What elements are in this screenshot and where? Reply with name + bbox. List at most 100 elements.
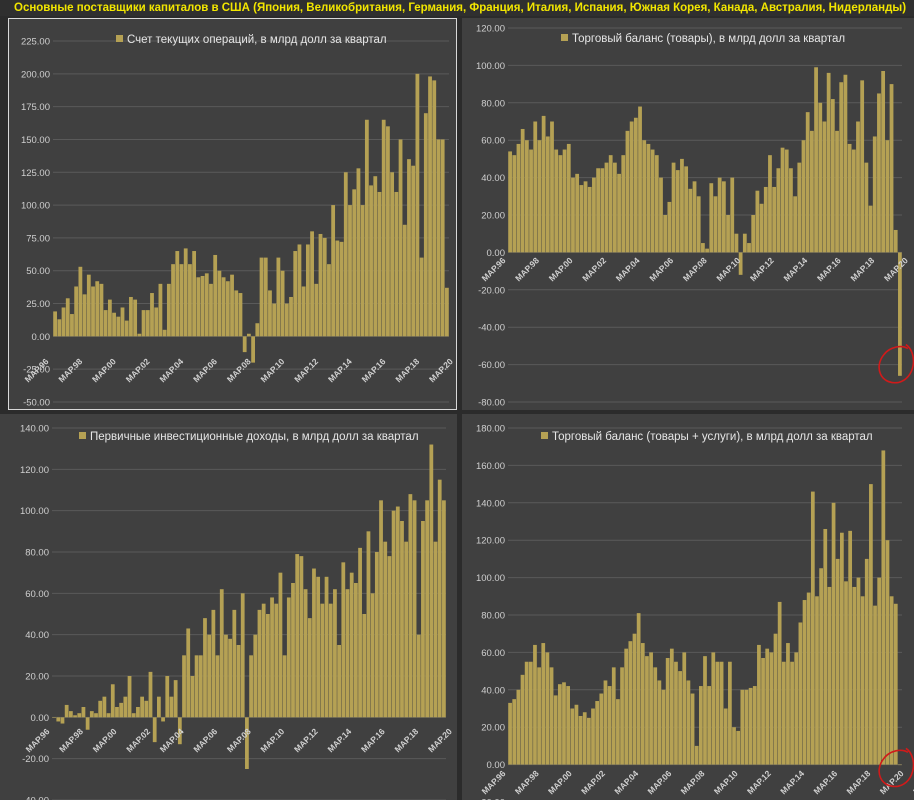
x-tick-label: МАР.06 (646, 768, 674, 796)
bar (349, 572, 354, 718)
chart-title: Первичные инвестиционные доходы, в млрд … (90, 431, 419, 443)
bar (633, 117, 638, 253)
x-tick-label: МАР.00 (546, 768, 574, 796)
bar (198, 655, 203, 718)
bar (806, 592, 811, 765)
bar (194, 655, 199, 718)
bar (68, 711, 73, 718)
x-tick-label: МАР.20 (878, 768, 906, 796)
x-tick-label: МАР.12 (292, 356, 320, 384)
x-tick-label: МАР.08 (681, 255, 709, 283)
bar (755, 190, 760, 253)
bar (234, 290, 239, 337)
bar (436, 139, 441, 337)
x-tick-label: МАР.02 (580, 255, 608, 283)
bar (116, 316, 121, 337)
x-tick-label: МАР.18 (848, 255, 876, 283)
x-tick-label: МАР.20 (882, 255, 910, 283)
bar (815, 596, 819, 765)
bar (419, 257, 424, 337)
y-tick-label: 60.00 (25, 589, 49, 600)
chart-title: Торговый баланс (товары + услуги), в млр… (552, 431, 873, 443)
x-tick-label: МАР.18 (392, 726, 420, 754)
bar (366, 531, 371, 718)
x-tick-label: МАР.16 (815, 255, 843, 283)
bar (851, 149, 856, 253)
bar (225, 281, 230, 337)
bar (881, 450, 886, 765)
bar (144, 700, 149, 718)
bar (847, 143, 852, 253)
bar (659, 177, 663, 253)
bar (98, 700, 103, 718)
bar (433, 541, 438, 718)
bar (53, 311, 57, 337)
bar (793, 196, 797, 253)
chart-goods-trade-balance: 120.00 100.00 80.00 60.00 40.00 20.00 0.00 -20.… (462, 18, 914, 410)
x-tick-label: МАР.12 (745, 768, 773, 796)
bar (776, 168, 781, 253)
bar (759, 203, 764, 253)
bar (786, 643, 790, 765)
bar (263, 257, 268, 337)
x-tick-label: МАР.98 (56, 356, 84, 384)
bar (137, 333, 142, 337)
bar (690, 693, 695, 765)
bar (324, 576, 329, 718)
bar (545, 652, 550, 765)
bar (715, 661, 720, 765)
bar (583, 181, 588, 253)
x-tick-label: МАР.96 (480, 255, 508, 283)
bar (625, 130, 630, 253)
x-tick-label: МАР.12 (748, 255, 776, 283)
bar (240, 593, 245, 718)
bar (445, 287, 449, 337)
bar (148, 671, 153, 718)
bar (592, 177, 596, 253)
bar (794, 652, 799, 765)
bar (864, 558, 869, 765)
x-tick-label: МАР.02 (579, 768, 607, 796)
bar (253, 634, 258, 718)
bar (166, 283, 171, 337)
bar (265, 614, 270, 718)
chart-title: Торговый баланс (товары), в млрд долл за… (572, 33, 845, 45)
y-tick-label: -20.00 (478, 798, 505, 800)
y-tick-label: -80.00 (478, 398, 505, 409)
bar (291, 583, 295, 718)
bar (120, 307, 125, 337)
x-tick-label: МАР.02 (124, 726, 152, 754)
bar (537, 140, 542, 253)
bar (533, 121, 538, 253)
bar (848, 530, 853, 765)
bar (889, 596, 894, 765)
y-tick-label: 100.00 (20, 506, 49, 517)
bar (646, 143, 651, 253)
bar (179, 264, 184, 337)
bar (566, 143, 571, 253)
bar (356, 168, 361, 337)
bar (297, 244, 302, 337)
bar (840, 532, 844, 765)
bar (728, 661, 732, 765)
bar (744, 689, 749, 765)
bar (255, 323, 260, 337)
bar (230, 274, 234, 337)
bar (428, 76, 432, 337)
bar (127, 676, 132, 718)
y-tick-label: 80.00 (481, 98, 505, 109)
bar (864, 162, 869, 253)
bar (675, 170, 680, 253)
bar (717, 177, 722, 253)
bar (327, 264, 331, 337)
annotation-circle (878, 747, 914, 788)
bar (77, 713, 82, 718)
bar (175, 251, 180, 337)
bar (645, 656, 649, 765)
bar (751, 215, 756, 253)
bar (688, 188, 693, 253)
bar (649, 652, 653, 765)
y-tick-label: 20.00 (25, 672, 49, 683)
bar (251, 336, 255, 363)
bar (196, 277, 201, 337)
